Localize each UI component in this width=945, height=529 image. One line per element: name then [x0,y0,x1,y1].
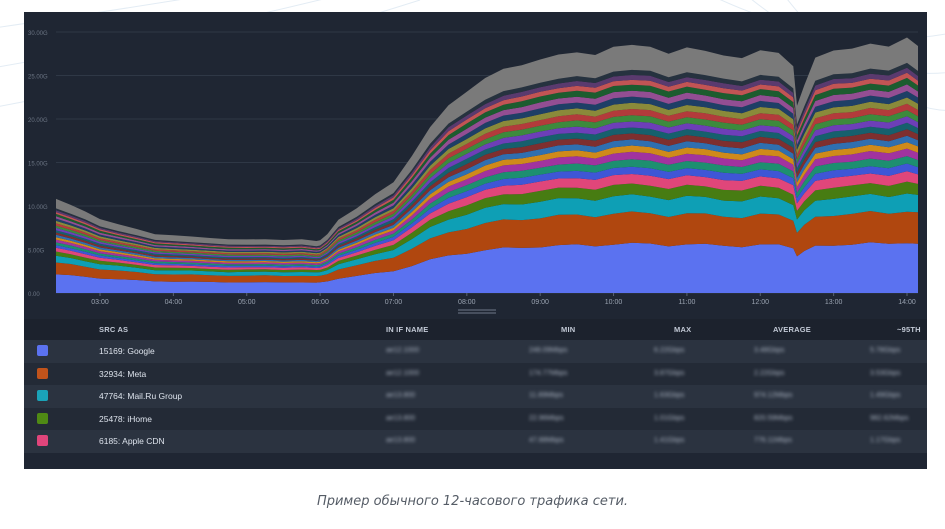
series-area-22[interactable] [56,37,918,247]
p95-value: 1.17Gbps [870,437,901,445]
series-color-swatch[interactable] [37,390,48,402]
series-color-swatch[interactable] [37,367,48,379]
col-95th[interactable]: ~95TH [897,325,921,334]
table-row[interactable]: 25478: iHome ae13.800 22.96Mbps 1.01Gbps 820… [24,407,927,431]
series-area-20[interactable] [56,67,918,249]
min-value: 11.89Mbps [529,392,564,400]
max-value: 1.41Gbps [654,437,685,445]
col-max[interactable]: MAX [674,325,692,334]
src-as-label: 47764: Mail.Ru Group [99,391,183,402]
in-if-value: ae13.800 [386,437,416,445]
stacked-area-chart: 0.00 5.00G 10.00G 15.00G 20.00G 25.00G 30.00G 0… [28,31,918,314]
series-area-7[interactable] [56,148,918,265]
x-tick-label: 08:00 [458,299,476,306]
y-tick-label: 10.00G [28,205,48,211]
series-color-swatch[interactable] [37,345,48,356]
traffic-table: SRC AS IN IF NAME MIN MAX AVERAGE ~95TH … [24,319,927,453]
in-if-value: ae13.800 [386,392,416,400]
x-tick-label: 03:00 [91,299,109,306]
p95-value: 982.62Mbps [870,414,909,422]
series-area-3[interactable] [56,181,918,273]
min-value: 174.77Mbps [529,369,568,377]
series-area-8[interactable] [56,142,918,264]
p95-value: 3.53Gbps [870,369,901,377]
min-value: 22.96Mbps [529,414,564,422]
col-min[interactable]: MIN [561,325,576,334]
col-in-if-name[interactable]: IN IF NAME [386,325,429,334]
table-header: SRC AS IN IF NAME MIN MAX AVERAGE ~95TH [24,319,927,340]
x-tick-label: 04:00 [165,299,183,306]
y-tick-label: 20.00G [28,118,48,124]
max-value: 6.22Gbps [654,347,685,354]
series-area-15[interactable] [56,97,918,255]
p95-value: 1.49Gbps [870,392,901,400]
col-src-as[interactable]: SRC AS [99,325,129,334]
src-as-label: 15169: Google [99,346,155,356]
table-row[interactable]: 15169: Google ae12.1000 248.09Mbps 6.22Gbps… [24,340,927,363]
x-tick-label: 13:00 [825,299,843,306]
series-area-13[interactable] [56,110,918,257]
series-area-10[interactable] [56,129,918,261]
in-if-value: ae12.1000 [386,369,420,377]
average-value: 776.11Mbps [754,437,793,445]
series-area-4[interactable] [56,171,918,270]
table-row[interactable]: 6185: Apple CDN ae13.800 47.88Mbps 1.41Gbps… [24,430,927,453]
series-area-0[interactable] [56,242,918,293]
y-tick-label: 25.00G [28,75,48,81]
x-tick-label: 09:00 [531,299,549,306]
series-area-11[interactable] [56,122,918,260]
x-tick-label: 06:00 [311,299,329,306]
src-as-label: 25478: iHome [99,413,152,424]
table-row[interactable]: 47764: Mail.Ru Group ae13.800 11.89Mbps 1.6… [24,385,927,408]
series-area-17[interactable] [56,84,918,252]
average-value: 2.22Gbps [754,369,785,377]
x-tick-label: 07:00 [385,299,403,306]
y-tick-label: 0.00 [28,292,40,298]
series-area-12[interactable] [56,116,918,259]
min-value: 47.88Mbps [529,437,564,445]
average-value: 820.59Mbps [754,414,793,422]
y-tick-label: 15.00G [28,162,48,168]
series-color-swatch[interactable] [37,435,48,447]
y-tick-label: 30.00G [28,31,48,37]
figure-caption: Пример обычного 12-часового трафика сети… [316,494,629,509]
traffic-panel: 0.00 5.00G 10.00G 15.00G 20.00G 25.00G 30.00G 0… [24,12,927,469]
series-area-14[interactable] [56,103,918,256]
series-area-19[interactable] [56,72,918,250]
table-row[interactable]: 32934: Meta ae12.1000 174.77Mbps 3.87Gbps 2.… [24,362,927,386]
max-value: 1.63Gbps [654,392,685,400]
series-area-18[interactable] [56,77,918,251]
x-tick-label: 10:00 [605,299,623,306]
p95-value: 5.78Gbps [870,347,901,354]
series-area-5[interactable] [56,163,918,269]
average-value: 974.12Mbps [754,392,793,400]
in-if-value: ae12.1000 [386,347,420,354]
series-area-16[interactable] [56,91,918,254]
series-color-swatch[interactable] [37,412,48,424]
series-area-6[interactable] [56,156,918,267]
src-as-label: 6185: Apple CDN [99,436,165,447]
max-value: 1.01Gbps [654,414,685,422]
series-area-9[interactable] [56,135,918,263]
x-tick-label: 05:00 [238,299,256,306]
in-if-value: ae13.800 [386,414,416,422]
x-tick-label: 11:00 [678,299,695,306]
y-tick-label: 5.00G [28,249,45,255]
series-area-2[interactable] [56,193,918,277]
average-value: 3.48Gbps [754,347,785,354]
max-value: 3.87Gbps [654,369,685,377]
min-value: 248.09Mbps [529,347,568,354]
series-area-1[interactable] [56,211,918,283]
series-area-21[interactable] [56,62,918,248]
x-tick-label: 12:00 [752,299,770,306]
col-average[interactable]: AVERAGE [773,325,811,334]
x-tick-label: 14:00 [898,299,916,306]
src-as-label: 32934: Meta [99,368,147,379]
